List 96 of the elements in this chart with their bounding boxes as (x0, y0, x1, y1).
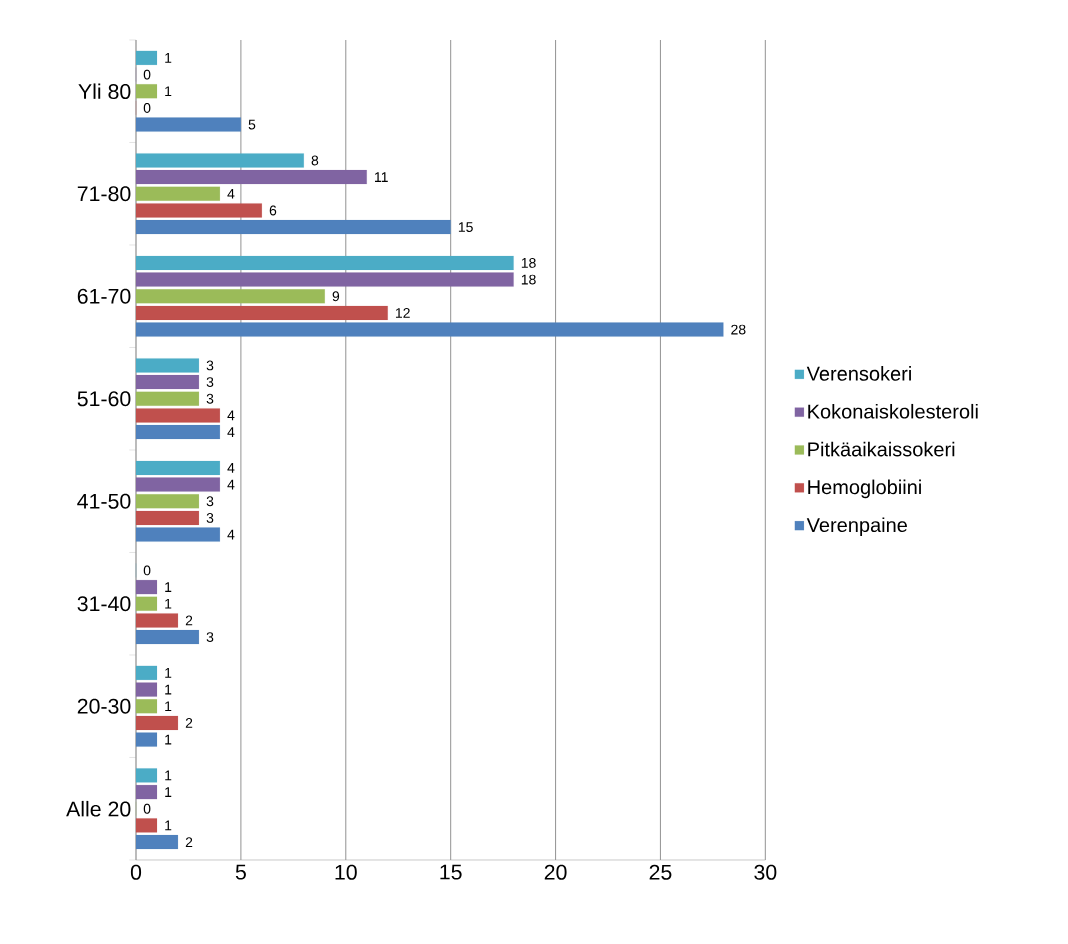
data-label: 1 (165, 734, 172, 745)
x-tick-label: 15 (440, 864, 462, 880)
data-label: 15 (458, 222, 473, 232)
bar (135, 289, 325, 304)
x-tick-label: 10 (335, 864, 357, 880)
bar (135, 682, 158, 697)
data-label: 1 (165, 668, 172, 678)
data-label: 0 (143, 102, 151, 113)
bar (135, 818, 158, 833)
bar (135, 596, 158, 611)
data-label: 18 (521, 274, 536, 285)
bar (135, 613, 179, 628)
y-tick-label: 61-70 (77, 288, 131, 304)
bar (135, 117, 241, 132)
bar (135, 220, 451, 235)
y-tick-label: 41-50 (77, 493, 131, 509)
data-label: 1 (165, 820, 172, 831)
data-label: 3 (206, 512, 214, 523)
y-tick-label: 31-40 (77, 596, 131, 612)
data-label: 4 (227, 529, 235, 540)
x-tick-label: 0 (130, 864, 142, 880)
bar (135, 630, 200, 645)
data-label: 1 (165, 770, 172, 781)
bar (135, 305, 388, 320)
x-tick-label: 30 (754, 864, 777, 880)
data-label: 2 (185, 615, 193, 626)
data-label: 3 (206, 377, 214, 388)
bar (135, 391, 200, 406)
data-label: 3 (206, 393, 214, 404)
data-label: 3 (206, 496, 214, 507)
bar (135, 494, 200, 509)
bar (135, 768, 158, 783)
bar (135, 358, 200, 373)
data-label: 12 (395, 308, 410, 318)
data-label: 18 (521, 257, 536, 268)
bar (135, 170, 367, 185)
data-label: 0 (143, 803, 151, 814)
data-label: 4 (227, 410, 235, 421)
x-tick-label: 25 (649, 864, 672, 880)
y-tick-label: 71-80 (77, 186, 131, 202)
data-label: 1 (165, 684, 172, 695)
bar (135, 255, 514, 270)
data-label: 1 (165, 86, 172, 97)
bar (135, 527, 220, 542)
y-tick-label: Yli 80 (78, 83, 131, 100)
bar (135, 699, 158, 714)
data-label: 1 (165, 582, 172, 592)
data-label: 4 (227, 427, 235, 437)
bar (135, 580, 158, 595)
data-label: 1 (165, 53, 172, 63)
data-label: 3 (206, 360, 214, 371)
y-tick-label: 20-30 (77, 698, 131, 714)
data-label: 5 (248, 119, 256, 130)
bar (135, 84, 158, 99)
bar (135, 272, 514, 287)
x-tick-label: 5 (235, 864, 246, 880)
legend-label: Verensokeri (806, 366, 911, 381)
bar (135, 477, 220, 492)
bar (135, 460, 220, 475)
data-label: 6 (269, 205, 277, 216)
bar (135, 425, 220, 440)
data-label: 0 (143, 565, 151, 576)
y-tick-label: Alle 20 (66, 800, 131, 817)
bar (135, 732, 158, 747)
data-label: 1 (165, 701, 172, 712)
bar (135, 715, 179, 730)
bar (135, 203, 262, 218)
data-label: 8 (311, 155, 319, 166)
data-label: 11 (375, 172, 388, 182)
bar (135, 50, 158, 65)
data-label: 4 (227, 188, 235, 199)
data-label: 0 (143, 69, 151, 80)
bar (135, 153, 304, 168)
bar (135, 186, 220, 201)
bar (135, 665, 158, 680)
data-label: 4 (227, 479, 235, 490)
data-label: 1 (165, 598, 172, 609)
data-label: 9 (332, 291, 340, 302)
data-label: 2 (185, 718, 193, 728)
legend-label: Kokonaiskolesteroli (808, 403, 978, 419)
data-label: 3 (206, 632, 214, 643)
data-label: 2 (185, 837, 193, 847)
data-label: 1 (165, 787, 172, 797)
bar (135, 835, 179, 850)
bar (135, 510, 200, 525)
bar (135, 785, 158, 800)
bar (135, 322, 724, 337)
x-tick-label: 20 (544, 864, 567, 880)
data-label: 4 (227, 463, 235, 473)
bar (135, 408, 220, 423)
legend-label: Pitkäaikaissokeri (808, 441, 955, 457)
legend-label: Hemoglobiini (808, 479, 921, 499)
legend-label: Verenpaine (806, 517, 907, 537)
y-tick-label: 51-60 (77, 391, 131, 407)
bar (135, 375, 200, 390)
data-label: 28 (731, 324, 746, 335)
